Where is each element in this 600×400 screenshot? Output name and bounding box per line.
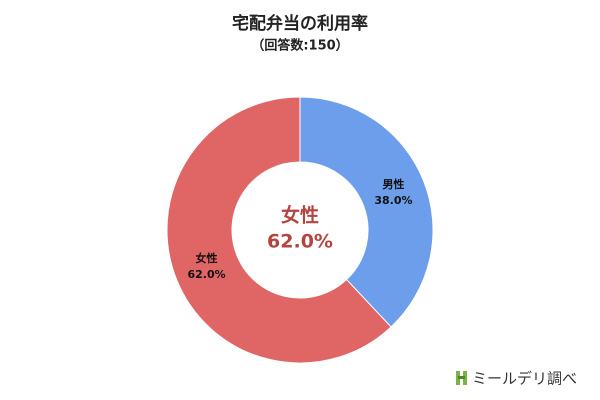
value-label: 62.0%	[187, 268, 225, 281]
logo-icon	[456, 371, 467, 385]
value-label: 38.0%	[374, 194, 412, 207]
slice-label: 女性	[196, 251, 218, 265]
slice	[299, 96, 434, 328]
center-value: 62.0%	[267, 231, 333, 253]
source: ミールデリ調べ	[472, 370, 577, 388]
chart-subtitle: （回答数:150）	[251, 38, 348, 54]
slice	[166, 96, 392, 364]
chart-title: 宅配弁当の利用率	[232, 13, 368, 34]
slice-label: 男性	[382, 177, 404, 191]
center-label: 女性	[281, 204, 319, 227]
